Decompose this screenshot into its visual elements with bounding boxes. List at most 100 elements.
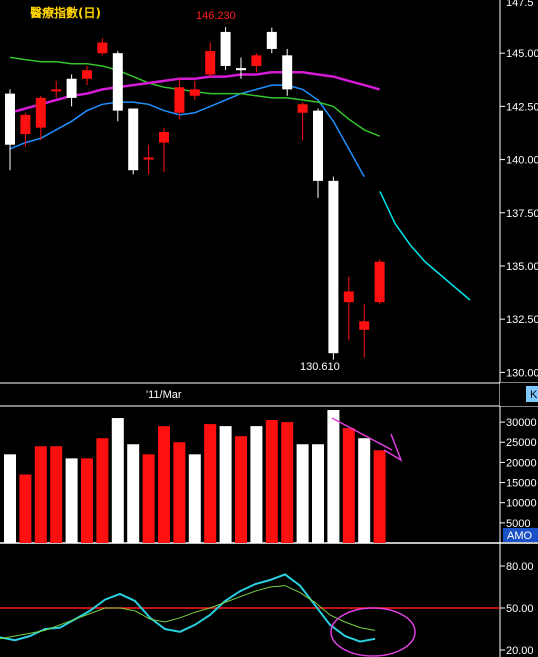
- price-tick-label: 142.50: [506, 101, 538, 113]
- candle-body: [20, 114, 31, 135]
- volume-bar: [219, 426, 232, 543]
- candle: [159, 127, 169, 173]
- volume-bar: [142, 454, 155, 543]
- candle: [220, 27, 231, 71]
- candle: [82, 65, 92, 86]
- volume-bar: [34, 446, 47, 543]
- volume-bar: [358, 438, 371, 543]
- mid-tag-box: [526, 386, 538, 402]
- oscillator-line: [0, 585, 376, 640]
- candle-body: [174, 87, 185, 113]
- volume-tick-label: 20000: [506, 457, 537, 469]
- top-price-tick: 147.5: [506, 0, 534, 9]
- candle: [97, 38, 108, 56]
- volume-bar: [373, 450, 386, 543]
- candle: [174, 78, 185, 120]
- volume-bar: [265, 420, 278, 543]
- price-tick-label: 145.00: [506, 48, 538, 60]
- candle: [359, 304, 370, 358]
- volume-tick-label: 10000: [506, 498, 537, 510]
- oscillator-line: [0, 573, 376, 643]
- volume-bar: [281, 422, 294, 543]
- candle-body: [251, 55, 262, 66]
- candle-body: [236, 68, 246, 71]
- price-tick-label: 135.00: [506, 261, 538, 273]
- candle-body: [97, 42, 108, 54]
- price-tick-label: 130.00: [506, 367, 538, 379]
- candle-body: [112, 53, 123, 111]
- volume-bar: [19, 474, 32, 543]
- candle-body: [328, 180, 339, 354]
- candle: [205, 42, 216, 77]
- candle-body: [51, 89, 62, 92]
- volume-bar: [327, 410, 340, 543]
- candle-body: [66, 78, 77, 98]
- candle-body: [128, 108, 139, 171]
- candle-body: [5, 93, 15, 145]
- volume-bar: [96, 438, 109, 543]
- candle: [236, 57, 246, 79]
- volume-bar: [65, 458, 78, 543]
- volume-bar: [173, 442, 186, 543]
- price-tick-label: 132.50: [506, 314, 538, 326]
- candle-body: [374, 261, 385, 303]
- oscillator-tick-label: 50.00: [506, 603, 534, 615]
- candle-body: [82, 70, 92, 79]
- volume-bar: [111, 418, 124, 543]
- candle: [51, 80, 62, 98]
- candle-body: [35, 97, 46, 128]
- price-tick-label: 137.50: [506, 208, 538, 220]
- volume-bar: [342, 428, 355, 543]
- candle: [297, 102, 308, 141]
- volume-tag-box: [503, 528, 538, 542]
- candle: [143, 144, 154, 175]
- candle-body: [220, 31, 231, 66]
- volume-tick-label: 5000: [506, 518, 530, 530]
- candle: [189, 80, 200, 101]
- volume-bar: [235, 436, 247, 543]
- candle: [374, 259, 385, 305]
- candle: [266, 27, 277, 54]
- volume-bar: [4, 454, 16, 543]
- candle: [343, 276, 354, 341]
- candle: [20, 112, 31, 147]
- volume-bar: [158, 426, 170, 543]
- high-annotation: 146.230: [196, 10, 236, 22]
- volume-bar: [50, 446, 63, 543]
- trend-annotation: [330, 417, 416, 657]
- volume-bar: [188, 454, 201, 543]
- oscillator-tick-label: 20.00: [506, 645, 534, 657]
- candle-body: [205, 51, 216, 75]
- candle-body: [189, 89, 200, 96]
- volume-tick-label: 25000: [506, 437, 537, 449]
- price-tick-label: 140.00: [506, 155, 538, 167]
- volume-tick-label: 15000: [506, 478, 537, 490]
- candle: [35, 95, 46, 141]
- candle-body: [343, 291, 354, 303]
- x-date-label: '11/Mar: [146, 389, 182, 401]
- candle: [313, 108, 323, 198]
- low-annotation: 130.610: [300, 361, 340, 373]
- candle-body: [282, 55, 293, 90]
- candle-body: [313, 110, 323, 181]
- volume-bar: [204, 424, 217, 543]
- volume-bar: [127, 444, 140, 543]
- candle: [282, 48, 293, 96]
- candle: [328, 176, 339, 360]
- volume-bar: [81, 458, 93, 543]
- candle-body: [143, 157, 154, 160]
- candle: [251, 53, 262, 73]
- volume-bar: [296, 444, 309, 543]
- volume-bar: [312, 444, 324, 543]
- volume-bar: [250, 426, 263, 543]
- candle-body: [297, 104, 308, 113]
- candle-body: [359, 321, 370, 330]
- candle: [66, 74, 77, 107]
- candle: [112, 51, 123, 122]
- candle-body: [159, 131, 169, 143]
- mid-tag: K: [530, 389, 538, 401]
- oscillator-tick-label: 80.00: [506, 561, 534, 573]
- volume-tag: AMO: [507, 530, 533, 542]
